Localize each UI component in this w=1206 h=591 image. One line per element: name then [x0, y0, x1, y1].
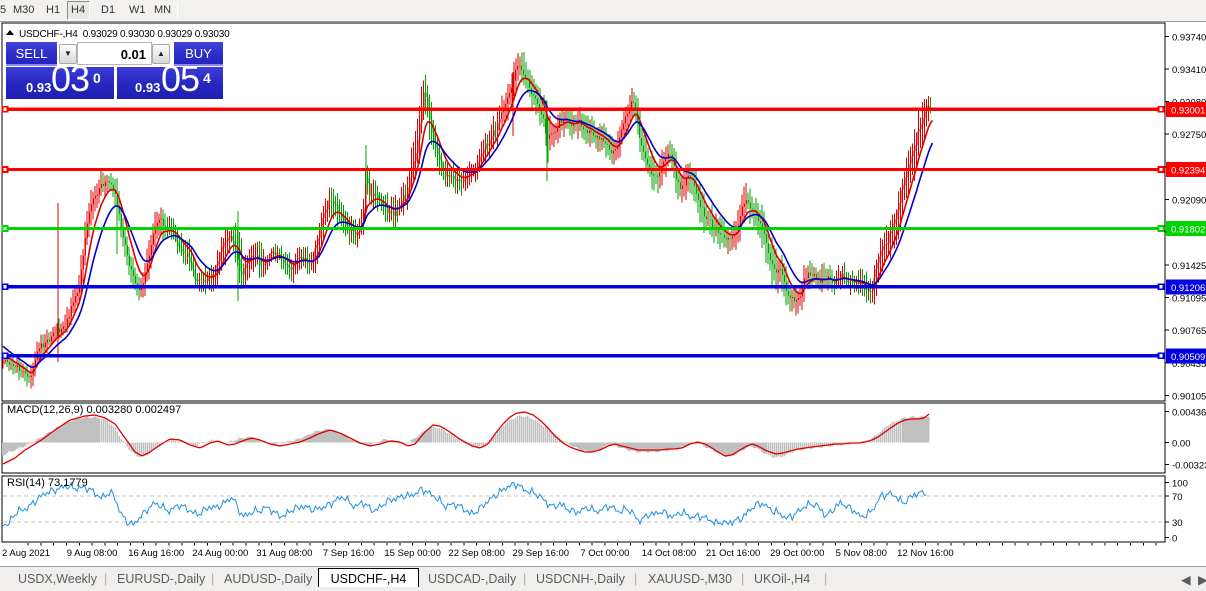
svg-text:29 Oct 00:00: 29 Oct 00:00 [770, 548, 824, 559]
svg-text:100: 100 [1172, 479, 1188, 490]
svg-text:0.93740: 0.93740 [1172, 32, 1206, 43]
svg-text:21 Oct 16:00: 21 Oct 16:00 [706, 548, 760, 559]
svg-text:15 Sep 00:00: 15 Sep 00:00 [384, 548, 441, 559]
svg-text:0.92750: 0.92750 [1172, 130, 1206, 141]
svg-text:0.90435: 0.90435 [1172, 359, 1206, 370]
svg-text:70: 70 [1172, 492, 1183, 503]
svg-text:24 Aug 00:00: 24 Aug 00:00 [192, 548, 248, 559]
svg-text:0: 0 [1172, 534, 1177, 545]
svg-text:0.90509: 0.90509 [1171, 352, 1205, 363]
svg-text:5 Nov 08:00: 5 Nov 08:00 [836, 548, 887, 559]
svg-text:0.91425: 0.91425 [1172, 261, 1206, 272]
svg-text:0.93410: 0.93410 [1172, 65, 1206, 76]
svg-text:0.90765: 0.90765 [1172, 326, 1206, 337]
svg-text:0.90105: 0.90105 [1172, 391, 1206, 402]
svg-text:0.91206: 0.91206 [1171, 283, 1205, 294]
svg-text:RSI(14) 73.1779: RSI(14) 73.1779 [7, 477, 88, 489]
svg-text:0.92090: 0.92090 [1172, 195, 1206, 206]
svg-text:22 Sep 08:00: 22 Sep 08:00 [448, 548, 505, 559]
svg-text:2 Aug 2021: 2 Aug 2021 [2, 548, 50, 559]
svg-text:14 Oct 08:00: 14 Oct 08:00 [642, 548, 696, 559]
svg-text:MACD(12,26,9) 0.003280 0.00249: MACD(12,26,9) 0.003280 0.002497 [7, 404, 181, 416]
svg-text:0.91095: 0.91095 [1172, 294, 1206, 305]
svg-text:7 Sep 16:00: 7 Sep 16:00 [323, 548, 374, 559]
svg-text:0.92394: 0.92394 [1171, 166, 1205, 177]
svg-text:0.93001: 0.93001 [1171, 105, 1205, 116]
svg-text:7 Oct 00:00: 7 Oct 00:00 [580, 548, 629, 559]
svg-text:0.00436: 0.00436 [1172, 408, 1206, 419]
svg-text:16 Aug 16:00: 16 Aug 16:00 [128, 548, 184, 559]
svg-text:12 Nov 16:00: 12 Nov 16:00 [897, 548, 954, 559]
svg-text:29 Sep 16:00: 29 Sep 16:00 [513, 548, 570, 559]
svg-text:31 Aug 08:00: 31 Aug 08:00 [256, 548, 312, 559]
svg-text:0.00: 0.00 [1172, 439, 1191, 450]
svg-text:0.91802: 0.91802 [1171, 225, 1205, 236]
svg-text:9 Aug 08:00: 9 Aug 08:00 [67, 548, 118, 559]
svg-text:-0.00323: -0.00323 [1172, 461, 1206, 472]
svg-text:30: 30 [1172, 518, 1183, 529]
